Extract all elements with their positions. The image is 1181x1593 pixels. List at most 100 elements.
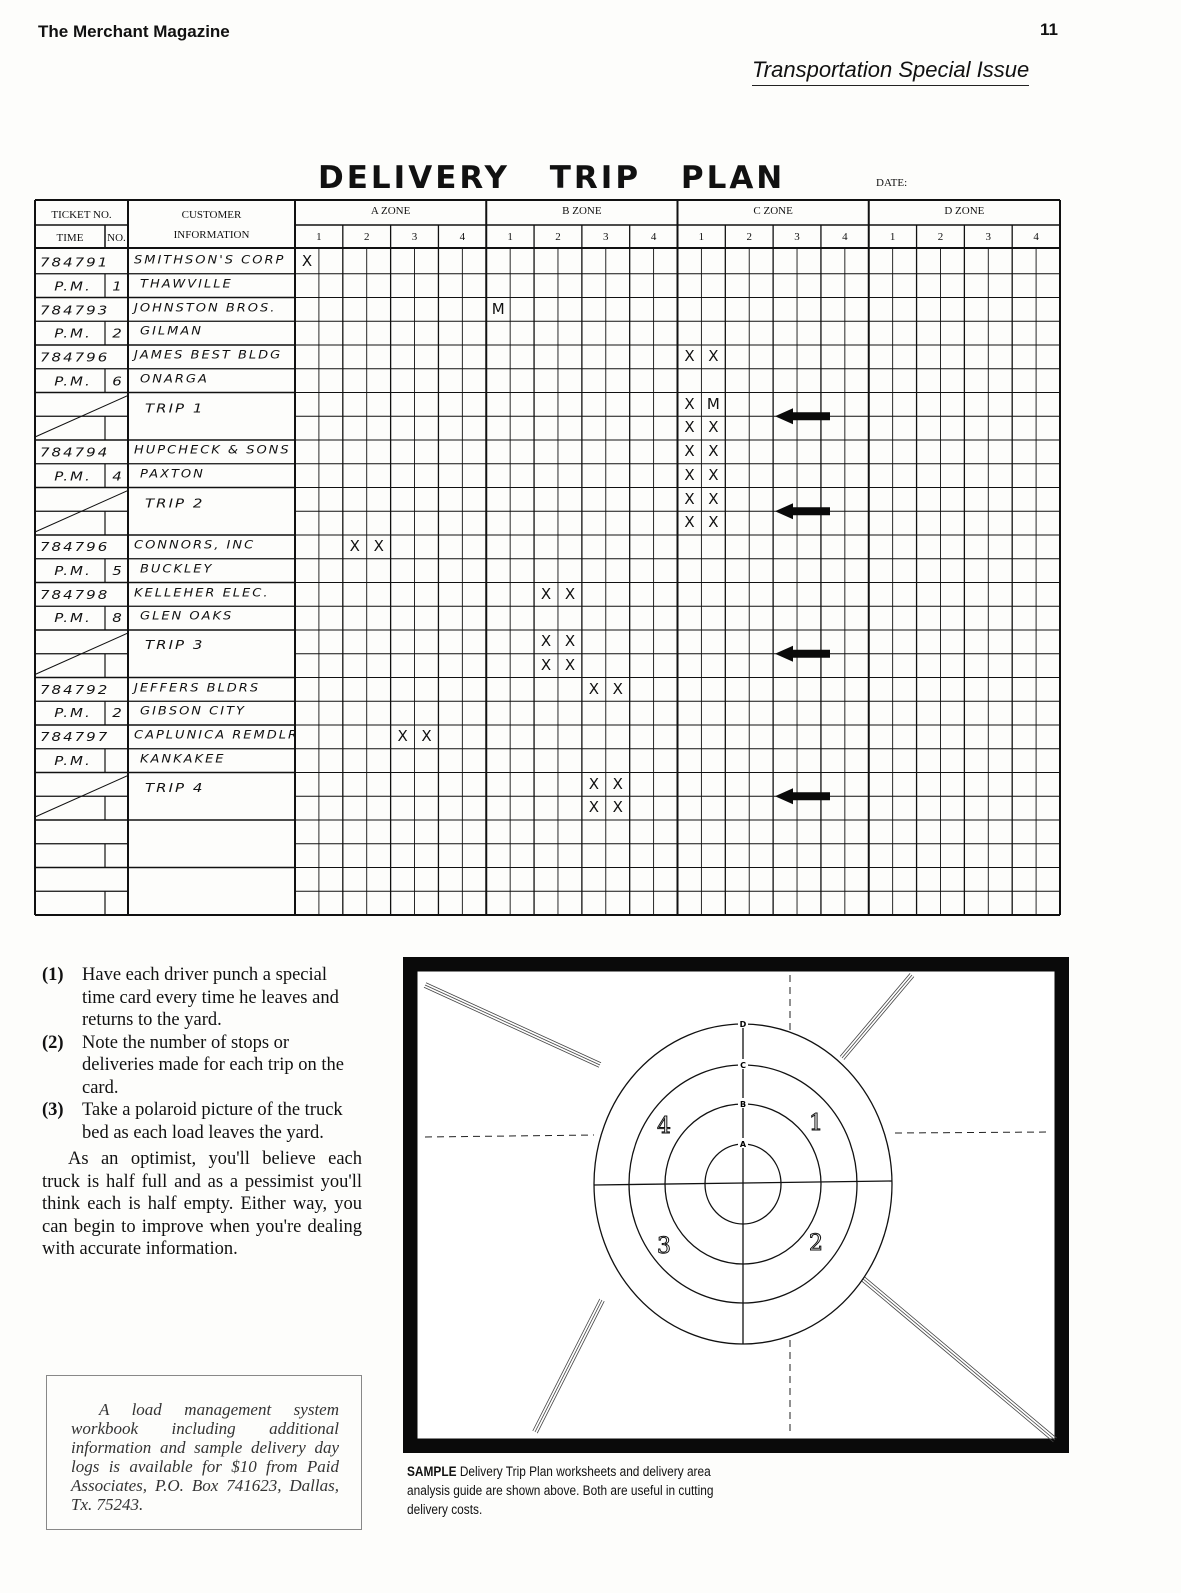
quadrant-2-label: 2 (809, 1231, 823, 1256)
ring-labels: D C B A (738, 1018, 748, 1149)
zone-mark: X (684, 489, 695, 508)
quadrant-1-label: 1 (809, 1111, 823, 1136)
road-line (534, 1299, 603, 1433)
ticket-number: 784798 (40, 586, 110, 603)
zone-column-number: 2 (937, 231, 944, 243)
zone-mark: X (397, 727, 408, 745)
zone-mark: X (373, 537, 384, 555)
zone-mark: X (684, 465, 695, 484)
ring-label-d: D (740, 1020, 747, 1029)
customer-city: ONARGA (140, 372, 209, 386)
trip-arrow-icon (775, 503, 830, 520)
delivery-time: P.M. (54, 610, 92, 626)
ticket-number: 784791 (40, 254, 110, 270)
road-line (861, 1277, 1056, 1441)
step-text: Have each driver punch a special time ca… (82, 965, 339, 1030)
grid-line (34, 490, 129, 533)
zone-column-number: 1 (316, 231, 322, 243)
road-line (423, 986, 600, 1068)
road-line (532, 1298, 601, 1432)
delivery-time: P.M. (54, 278, 92, 294)
zone-mark: X (684, 347, 695, 365)
grid-line (34, 775, 129, 818)
magazine-name: The Merchant Magazine (38, 22, 230, 41)
zone-mark: X (564, 632, 576, 650)
zone-mark: X (708, 442, 719, 460)
ticket-no-header: TICKET NO. (51, 209, 112, 221)
quadrant-3-label: 3 (657, 1234, 671, 1259)
trip-label: TRIP 4 (145, 779, 205, 796)
zone-mark: X (588, 774, 600, 793)
delivery-time: P.M. (54, 373, 92, 389)
zone-column-number: 3 (603, 231, 609, 243)
grid-line (34, 632, 129, 675)
time-header: TIME (56, 232, 84, 244)
dashed-guides (424, 975, 1051, 1432)
customer-name: CONNORS, INC (134, 539, 256, 552)
zone-mark: X (588, 679, 600, 698)
customer-name: HUPCHECK & SONS (134, 444, 291, 457)
zone-column-number: 3 (794, 231, 800, 243)
customer-name: CAPLUNICA REMDLR (134, 729, 299, 742)
stop-number: 6 (112, 373, 122, 389)
zone-mark: X (684, 513, 695, 532)
road-line (424, 984, 601, 1066)
delivery-time: P.M. (54, 325, 92, 341)
stop-number: 8 (112, 610, 122, 626)
road-line (863, 1275, 1057, 1439)
zone-mark: X (564, 584, 576, 603)
ticket-number: 784793 (40, 301, 110, 318)
zone-mark: X (708, 513, 719, 532)
zone-mark: X (708, 347, 719, 365)
zone-column-number: 2 (746, 231, 752, 243)
customer-name: JOHNSTON BROS. (134, 301, 277, 315)
zone-column-number: 4 (650, 231, 657, 243)
delivery-time: P.M. (54, 753, 92, 769)
issue-title: Transportation Special Issue (752, 57, 1030, 86)
zone-mark: X (708, 465, 719, 484)
stop-number: 4 (112, 468, 122, 484)
customer-city: THAWVILLE (140, 277, 233, 291)
trip-label: TRIP 3 (145, 637, 205, 653)
zone-column-number: 2 (363, 231, 370, 243)
zone-mark: M (491, 299, 505, 318)
zone-column-number: 2 (555, 231, 561, 243)
instructions: (1) Have each driver punch a special time… (42, 964, 362, 1261)
zone-mark: X (301, 252, 313, 270)
caption-lead: SAMPLE (407, 1464, 457, 1479)
customer-city: GIBSON CITY (140, 705, 246, 719)
no-header: NO. (107, 232, 126, 244)
step-number: (2) (42, 1032, 64, 1053)
zone-mark: X (349, 537, 360, 555)
trip-arrow-icon (775, 645, 830, 662)
customer-name: SMITHSON'S CORP (134, 254, 286, 267)
zone-header: C ZONE (753, 205, 793, 217)
zone-mark: X (612, 679, 623, 698)
road-line (536, 1300, 605, 1434)
ring-label-a: A (740, 1140, 747, 1149)
grid-line (34, 395, 129, 438)
zone-column-number: 3 (985, 231, 992, 243)
customer-name: JAMES BEST BLDG (134, 349, 283, 362)
zone-column-number: 4 (1033, 231, 1039, 243)
delivery-time: P.M. (54, 468, 92, 484)
step-3: (3) Take a polaroid picture of the truck … (42, 1099, 362, 1144)
step-1: (1) Have each driver punch a special time… (42, 964, 362, 1032)
ticket-number: 784796 (40, 539, 110, 555)
zone-column-number: 1 (507, 231, 513, 243)
quadrant-labels: 1 2 3 4 (657, 1111, 824, 1260)
page-number: 11 (1040, 20, 1058, 39)
information-header: INFORMATION (173, 229, 250, 241)
ticket-number: 784797 (40, 729, 110, 745)
form-title: DELIVERY TRIP PLAN (318, 160, 786, 196)
customer-city: GLEN OAKS (140, 610, 234, 624)
road-line (425, 982, 602, 1064)
step-text: Take a polaroid picture of the truck bed… (82, 1100, 343, 1143)
delivery-time: P.M. (54, 705, 92, 721)
customer-name: KELLEHER ELEC. (134, 586, 270, 600)
customer-name: JEFFERS BLDRS (134, 681, 261, 695)
zone-header: B ZONE (562, 205, 602, 217)
trip-label: TRIP 1 (145, 399, 205, 416)
customer-city: PAXTON (140, 467, 205, 481)
